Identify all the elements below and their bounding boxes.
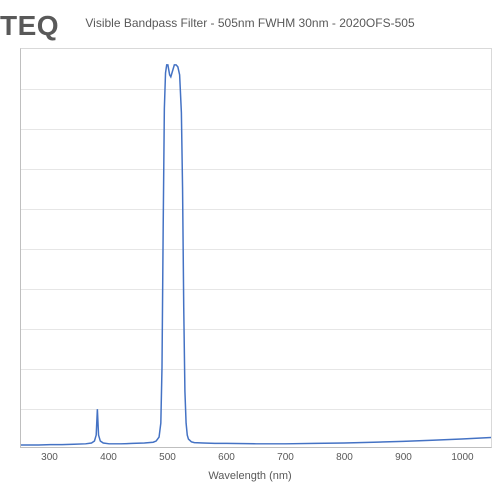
x-tick-label: 900 [395, 452, 412, 463]
spectrum-line [21, 49, 491, 447]
x-tick-label: 500 [159, 452, 176, 463]
chart-title: Visible Bandpass Filter - 505nm FWHM 30n… [0, 16, 500, 30]
x-tick-label: 300 [41, 452, 58, 463]
chart-container: TEQ Visible Bandpass Filter - 505nm FWHM… [0, 0, 500, 500]
x-tick-label: 400 [100, 452, 117, 463]
x-axis-ticks: 300 400 500 600 700 800 900 1000 [20, 452, 492, 468]
x-tick-label: 1000 [451, 452, 473, 463]
x-tick-label: 800 [336, 452, 353, 463]
x-axis-title: Wavelength (nm) [0, 470, 500, 482]
x-tick-label: 700 [277, 452, 294, 463]
plot-area [20, 48, 492, 448]
x-tick-label: 600 [218, 452, 235, 463]
